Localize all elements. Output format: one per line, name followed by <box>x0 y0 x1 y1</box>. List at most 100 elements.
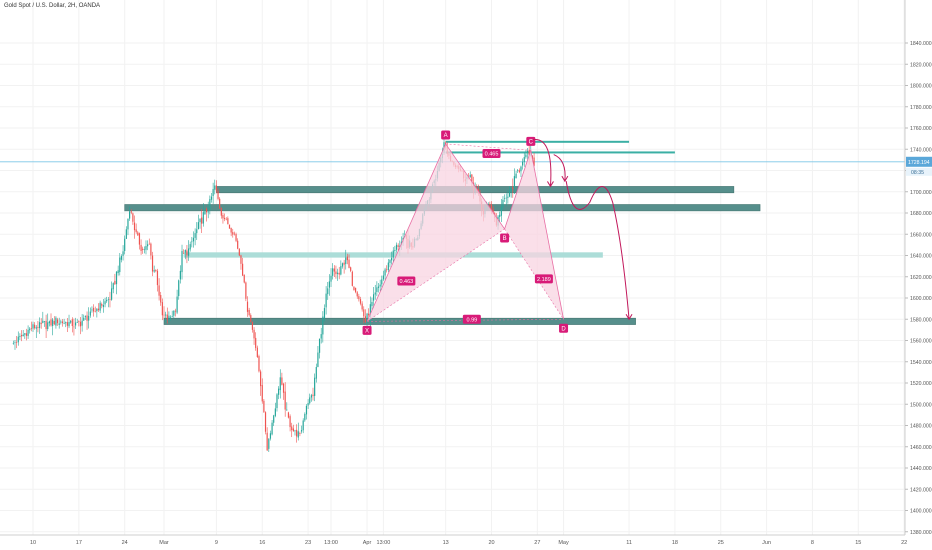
candle-body <box>261 385 263 402</box>
candle-body <box>225 218 227 220</box>
candle-body <box>271 422 273 435</box>
candle-body <box>73 326 75 328</box>
candle-body <box>371 301 373 307</box>
candle-body <box>178 280 180 297</box>
candle-body <box>25 333 28 336</box>
candle-body <box>499 214 501 217</box>
candle-body <box>48 321 50 324</box>
candle-body <box>332 268 334 276</box>
candle-body <box>140 244 142 251</box>
candle-body <box>37 327 39 328</box>
candle-body <box>395 244 398 250</box>
candle-body <box>91 309 93 311</box>
candle-body <box>196 229 198 234</box>
candle-body <box>117 270 119 274</box>
candle-body <box>104 301 106 305</box>
candle-body <box>191 241 193 243</box>
candle-body <box>358 296 360 300</box>
candle-body <box>504 198 506 200</box>
candle-body <box>65 322 67 324</box>
time-tick-label: 22 <box>901 540 907 546</box>
candle-body <box>112 283 114 290</box>
candle-body <box>228 224 231 229</box>
candle-body <box>194 233 196 238</box>
price-tick-label: 1800.000 <box>910 84 932 90</box>
candle-body <box>197 222 199 230</box>
price-tick-label: 1820.000 <box>910 62 932 68</box>
candle-body <box>490 204 493 210</box>
price-tick-label: 1640.000 <box>910 254 932 260</box>
candle-body <box>122 251 124 256</box>
candle-body <box>296 429 298 437</box>
candle-body <box>181 251 183 273</box>
candle-body <box>183 253 185 254</box>
candle-body <box>47 322 49 329</box>
price-tick-label: 1420.000 <box>910 487 932 493</box>
candle-body <box>202 212 204 224</box>
zone-3 <box>163 317 636 325</box>
candle-body <box>55 317 57 326</box>
candle-body <box>354 287 357 293</box>
candle-body <box>174 310 177 312</box>
candle-body <box>291 426 293 430</box>
candle-body <box>300 430 303 432</box>
candle-body <box>235 234 237 241</box>
ratio-badge <box>397 276 416 286</box>
candle-body <box>520 166 522 172</box>
candle-body <box>253 329 255 339</box>
candle-body <box>189 244 191 250</box>
candle-body <box>286 409 288 411</box>
candle-body <box>364 316 367 323</box>
ratio-label: 0.99 <box>466 317 477 323</box>
price-tick-label: 1680.000 <box>910 211 932 217</box>
candle-body <box>276 394 278 409</box>
arrow-head <box>625 313 633 321</box>
time-tick-label: 10 <box>30 540 36 546</box>
current-price-value: 1728.194 <box>908 160 930 166</box>
candle-body <box>17 336 19 343</box>
ratio-badge <box>462 314 481 324</box>
candle-body <box>222 215 224 219</box>
candle-body <box>335 271 337 275</box>
candle-body <box>42 320 44 323</box>
candle-body <box>487 204 489 205</box>
price-axis[interactable]: 1380.000 1400.000 1420.000 1440.000 1460.000… <box>904 0 932 536</box>
price-tick-label: 1660.000 <box>910 232 932 238</box>
time-tick-label: 18 <box>672 540 678 546</box>
candle-body <box>273 415 275 423</box>
price-tick-label: 1540.000 <box>910 360 932 366</box>
candle-body <box>84 316 86 317</box>
candle-body <box>129 211 131 219</box>
candle-body <box>502 199 504 208</box>
time-tick-label: 9 <box>215 540 218 546</box>
candle-body <box>397 245 399 247</box>
candle-body <box>263 400 265 413</box>
ratio-label: 2.189 <box>537 277 551 283</box>
time-axis[interactable]: 10 17 24 Mar 9 16 23 13:00 Apr 13:00 13 20 27 May 11 18… <box>0 534 907 546</box>
time-tick-label: 13:00 <box>377 540 391 546</box>
candle-body <box>489 203 491 206</box>
candle-body <box>238 248 240 256</box>
time-tick-label: 17 <box>76 540 82 546</box>
candle-body <box>322 316 324 335</box>
candle-body <box>138 233 141 245</box>
candle-body <box>314 377 316 396</box>
candle-body <box>132 213 134 222</box>
price-tick-label: 1500.000 <box>910 402 932 408</box>
candle-body <box>310 395 312 398</box>
candle-body <box>522 161 524 166</box>
candle-body <box>294 430 296 432</box>
candle-body <box>256 347 258 357</box>
candle-body <box>19 336 21 338</box>
candle-body <box>338 272 340 275</box>
candle-body <box>214 185 216 190</box>
candle-body <box>187 248 190 256</box>
candle-body <box>281 377 283 385</box>
candle-body <box>260 371 262 387</box>
candle-body <box>340 266 342 275</box>
candle-body <box>266 432 268 451</box>
price-tick-label: 1440.000 <box>910 466 932 472</box>
candle-body <box>325 293 327 308</box>
candle-body <box>305 405 308 415</box>
